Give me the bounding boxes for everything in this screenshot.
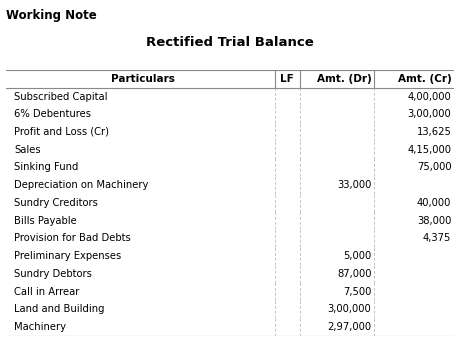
Text: Call in Arrear: Call in Arrear	[15, 286, 80, 297]
Text: 4,15,000: 4,15,000	[407, 145, 450, 155]
Text: 2,97,000: 2,97,000	[327, 322, 370, 332]
Text: Profit and Loss (Cr): Profit and Loss (Cr)	[15, 127, 109, 137]
Text: 40,000: 40,000	[416, 198, 450, 208]
Text: Preliminary Expenses: Preliminary Expenses	[15, 251, 122, 261]
Text: 87,000: 87,000	[336, 269, 370, 279]
Text: 3,00,000: 3,00,000	[407, 109, 450, 119]
Text: Subscribed Capital: Subscribed Capital	[15, 91, 108, 102]
Text: 75,000: 75,000	[416, 162, 450, 173]
Text: Rectified Trial Balance: Rectified Trial Balance	[146, 36, 313, 49]
Text: Provision for Bad Debts: Provision for Bad Debts	[15, 233, 131, 243]
Text: Amt. (Cr): Amt. (Cr)	[397, 74, 450, 84]
Text: Sinking Fund: Sinking Fund	[15, 162, 78, 173]
Text: Working Note: Working Note	[6, 9, 96, 21]
Text: 3,00,000: 3,00,000	[327, 304, 370, 314]
Text: 4,00,000: 4,00,000	[407, 91, 450, 102]
Text: Land and Building: Land and Building	[15, 304, 105, 314]
Text: Bills Payable: Bills Payable	[15, 216, 77, 226]
Text: 4,375: 4,375	[422, 233, 450, 243]
Text: Depreciation on Machinery: Depreciation on Machinery	[15, 180, 149, 190]
Text: 38,000: 38,000	[416, 216, 450, 226]
Text: Amt. (Dr): Amt. (Dr)	[316, 74, 370, 84]
Text: 5,000: 5,000	[342, 251, 370, 261]
Text: Sales: Sales	[15, 145, 41, 155]
Text: Sundry Creditors: Sundry Creditors	[15, 198, 98, 208]
Text: 6% Debentures: 6% Debentures	[15, 109, 91, 119]
Text: Particulars: Particulars	[111, 74, 174, 84]
Text: 7,500: 7,500	[342, 286, 370, 297]
Text: Sundry Debtors: Sundry Debtors	[15, 269, 92, 279]
Text: 33,000: 33,000	[336, 180, 370, 190]
Text: LF: LF	[280, 74, 293, 84]
Text: 13,625: 13,625	[415, 127, 450, 137]
Text: Machinery: Machinery	[15, 322, 67, 332]
